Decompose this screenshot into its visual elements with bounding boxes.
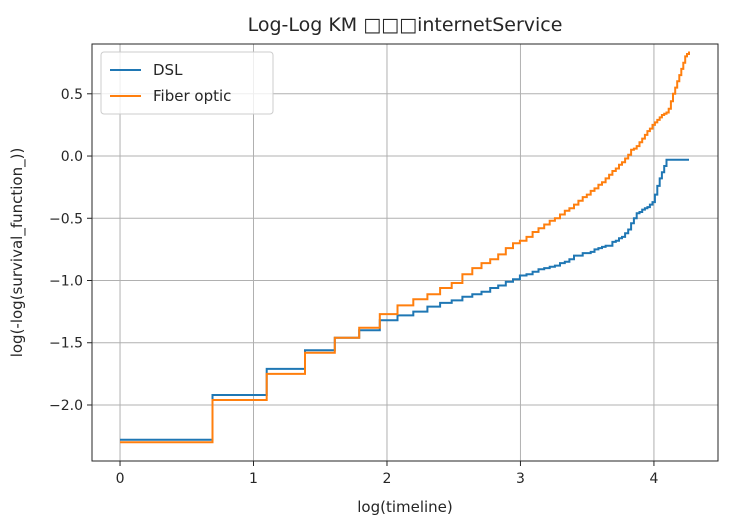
- y-axis-label: log(-log(survival_function_)): [8, 148, 27, 358]
- legend-label-dsl: DSL: [153, 61, 183, 79]
- y-tick-label: −0.5: [49, 211, 83, 227]
- legend-box: [100, 51, 274, 115]
- chart-title: Log-Log KM □□□internetService: [248, 14, 563, 36]
- series-line-dsl: [120, 158, 689, 441]
- series-line-fiber-optic: [120, 51, 690, 444]
- y-tick-label: 0.5: [61, 87, 83, 103]
- plot-frame: [91, 43, 719, 462]
- x-tick-label: 0: [116, 471, 125, 487]
- x-tick-label: 2: [383, 471, 392, 487]
- series-layer: [120, 51, 690, 444]
- x-axis-label: log(timeline): [357, 498, 453, 516]
- x-tick-label: 3: [516, 471, 525, 487]
- ticks: 0 1 2 3 4 −2.0 −1.5 −1.0 −0.5 0.0 0.5: [49, 87, 658, 487]
- y-tick-label: 0.0: [61, 149, 83, 165]
- x-tick-label: 1: [249, 471, 258, 487]
- legend: DSL Fiber optic: [100, 51, 274, 115]
- y-tick-label: −2.0: [49, 398, 83, 414]
- y-tick-label: −1.0: [49, 274, 83, 290]
- y-tick-label: −1.5: [49, 336, 83, 352]
- x-tick-label: 4: [649, 471, 658, 487]
- grid: [92, 44, 718, 461]
- legend-label-fiber-optic: Fiber optic: [153, 87, 231, 105]
